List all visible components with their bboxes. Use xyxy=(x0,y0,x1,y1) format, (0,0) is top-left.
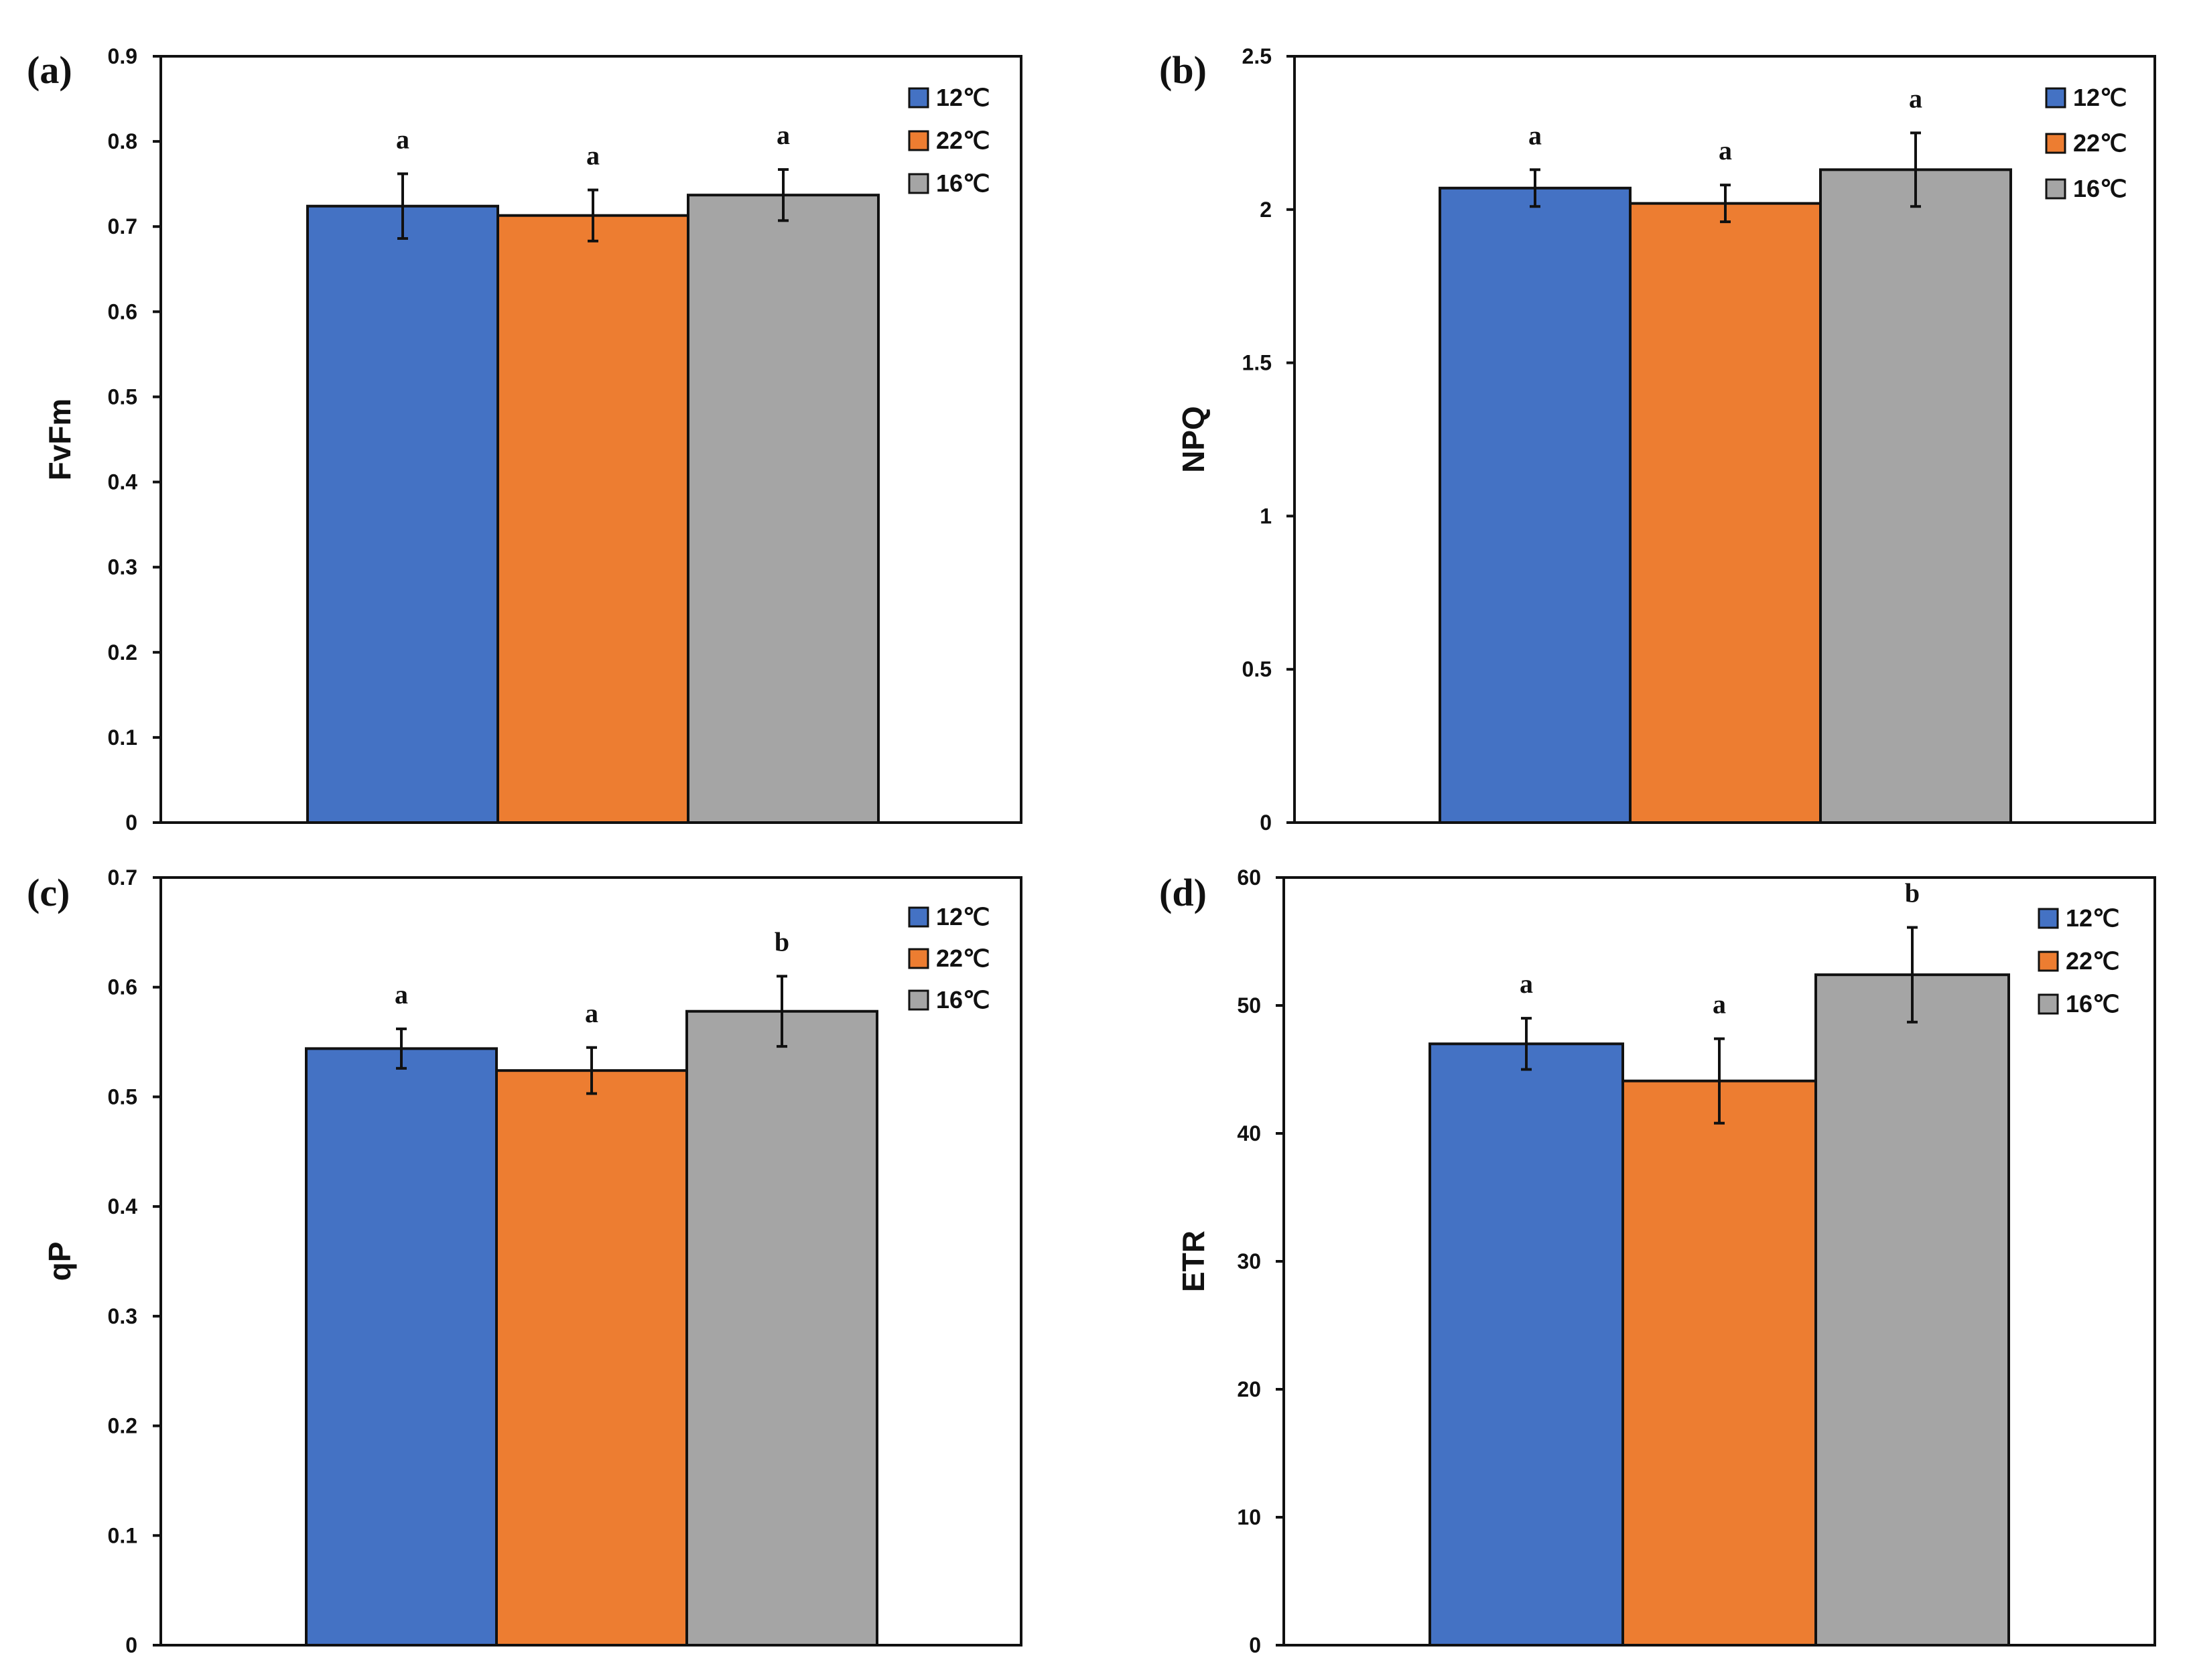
panel-b-bar xyxy=(1439,186,1632,824)
panel-d-significance-label: a xyxy=(1713,989,1726,1020)
panel-a-legend-label: 22℃ xyxy=(936,127,990,154)
panel-b-legend-swatch xyxy=(2045,133,2066,154)
panel-a-y-tick-label: 0.3 xyxy=(108,555,137,579)
panel-c-significance-label: a xyxy=(585,998,598,1028)
panel-c-legend-label: 12℃ xyxy=(936,903,990,930)
panel-a-bar xyxy=(306,204,499,824)
panel-d-legend-swatch xyxy=(2038,908,2059,929)
panel-d-significance-label: a xyxy=(1520,969,1533,999)
panel-c-chart: 0 0.1 0.2 0.3 0.4 0.5 0.6 0.7 qP (c) a a b 12℃ 22℃ 16℃ xyxy=(27,865,1022,1657)
panel-a-legend-swatch xyxy=(908,173,929,194)
panel-c-legend-swatch xyxy=(908,948,929,969)
panel-d-chart: 0 10 20 30 40 50 60 ETR (d) a a b 12℃ 22℃ 16℃ xyxy=(1159,865,2156,1657)
panel-d-y-tick-label: 60 xyxy=(1237,865,1261,890)
panel-a-y-tick-label: 0.6 xyxy=(108,299,137,324)
panel-a-y-tick-label: 0 xyxy=(125,811,137,835)
panel-c-bar xyxy=(495,1069,688,1647)
panel-b-y-tick-label: 1.5 xyxy=(1242,351,1272,375)
panel-d-bar xyxy=(1621,1079,1817,1647)
panel-c-legend-swatch xyxy=(908,989,929,1011)
panel-a-legend-label: 16℃ xyxy=(936,169,990,197)
panel-a-legend-swatch xyxy=(908,130,929,151)
panel-d-bar xyxy=(1814,973,2010,1647)
panel-b-legend-label: 16℃ xyxy=(2073,175,2127,202)
panel-a-legend-label: 12℃ xyxy=(936,84,990,111)
panel-a-y-tick-label: 0.5 xyxy=(108,384,137,409)
panel-c-bar xyxy=(685,1009,878,1647)
panel-a-chart: 0 0.1 0.2 0.3 0.4 0.5 0.6 0.7 0.8 0.9 FvFm (a) a a a 12… xyxy=(27,44,1022,835)
panel-c-y-tick-label: 0.1 xyxy=(108,1523,137,1547)
panel-b-bar xyxy=(1819,168,2012,824)
panel-d-legend-swatch xyxy=(2038,951,2059,972)
panel-b-legend-label: 22℃ xyxy=(2073,129,2127,157)
panel-d-legend-swatch xyxy=(2038,993,2059,1015)
panel-a-significance-label: a xyxy=(396,124,409,154)
panel-d-y-tick-label: 40 xyxy=(1237,1121,1261,1145)
panel-d-y-tick-label: 0 xyxy=(1249,1633,1261,1657)
panel-c-legend-label: 16℃ xyxy=(936,986,990,1013)
panel-d-legend-label: 22℃ xyxy=(2066,947,2119,975)
panel-c-y-tick-label: 0.7 xyxy=(108,865,137,890)
panel-a-bar xyxy=(687,194,880,824)
panel-c-bar xyxy=(305,1047,498,1647)
panel-c-significance-label: b xyxy=(775,926,789,957)
panel-b-y-axis-title: NPQ xyxy=(1176,406,1211,473)
panel-b-legend-swatch xyxy=(2045,178,2066,200)
panel-a-y-tick-label: 0.4 xyxy=(108,470,138,494)
panel-a-y-tick-label: 0.9 xyxy=(108,44,137,68)
panel-c-significance-label: a xyxy=(395,979,408,1009)
panel-a-significance-label: a xyxy=(777,120,790,150)
panel-c-y-tick-label: 0.3 xyxy=(108,1304,137,1328)
panel-d-legend-label: 16℃ xyxy=(2066,990,2119,1018)
panel-a-bar xyxy=(496,214,689,825)
panel-b-y-tick-label: 2.5 xyxy=(1242,44,1272,68)
panel-c-y-tick-label: 0.2 xyxy=(108,1414,137,1438)
panel-c-y-tick-label: 0.6 xyxy=(108,975,137,999)
panel-d-panel-label: (d) xyxy=(1159,871,1207,914)
panel-b-bar xyxy=(1629,202,1822,824)
panel-a-y-tick-label: 0.8 xyxy=(108,129,137,153)
panel-c-y-tick-label: 0.4 xyxy=(108,1194,138,1218)
panel-b-y-tick-label: 0.5 xyxy=(1242,657,1272,681)
panel-c-legend-label: 22℃ xyxy=(936,944,990,972)
panel-a-legend-swatch xyxy=(908,87,929,109)
panel-b-legend-label: 12℃ xyxy=(2073,84,2127,111)
panel-a-y-tick-label: 0.1 xyxy=(108,725,137,750)
panel-b-chart: 0 0.5 1 1.5 2 2.5 NPQ (b) a a a 12℃ 22℃ 16℃ xyxy=(1159,44,2156,835)
panel-b-significance-label: a xyxy=(1719,135,1732,165)
panel-a-y-tick-label: 0.7 xyxy=(108,214,137,238)
panel-a-y-tick-label: 0.2 xyxy=(108,640,137,664)
panel-b-panel-label: (b) xyxy=(1159,48,1207,92)
panel-b-legend-swatch xyxy=(2045,87,2066,109)
panel-c-legend-swatch xyxy=(908,906,929,928)
panel-b-y-tick-label: 0 xyxy=(1260,811,1272,835)
panel-b-significance-label: a xyxy=(1909,83,1922,113)
panel-d-significance-label: b xyxy=(1905,878,1920,908)
panel-c-y-tick-label: 0 xyxy=(125,1633,137,1657)
panel-b-y-tick-label: 2 xyxy=(1260,198,1272,222)
panel-d-y-tick-label: 20 xyxy=(1237,1377,1261,1401)
panel-c-y-tick-label: 0.5 xyxy=(108,1084,137,1109)
panel-d-legend-label: 12℃ xyxy=(2066,904,2119,932)
panel-a-panel-label: (a) xyxy=(27,48,72,92)
panel-a-significance-label: a xyxy=(586,141,600,171)
panel-a-y-axis-title: FvFm xyxy=(42,399,77,481)
panel-d-y-tick-label: 10 xyxy=(1237,1505,1261,1529)
panel-c-panel-label: (c) xyxy=(27,871,70,914)
panel-b-y-tick-label: 1 xyxy=(1260,504,1272,528)
panel-b-significance-label: a xyxy=(1528,120,1542,150)
panel-d-bar xyxy=(1429,1042,1624,1647)
panel-d-y-tick-label: 30 xyxy=(1237,1249,1261,1273)
panel-c-y-axis-title: qP xyxy=(42,1242,77,1281)
panel-d-y-axis-title: ETR xyxy=(1176,1231,1211,1292)
panel-d-y-tick-label: 50 xyxy=(1237,993,1261,1018)
